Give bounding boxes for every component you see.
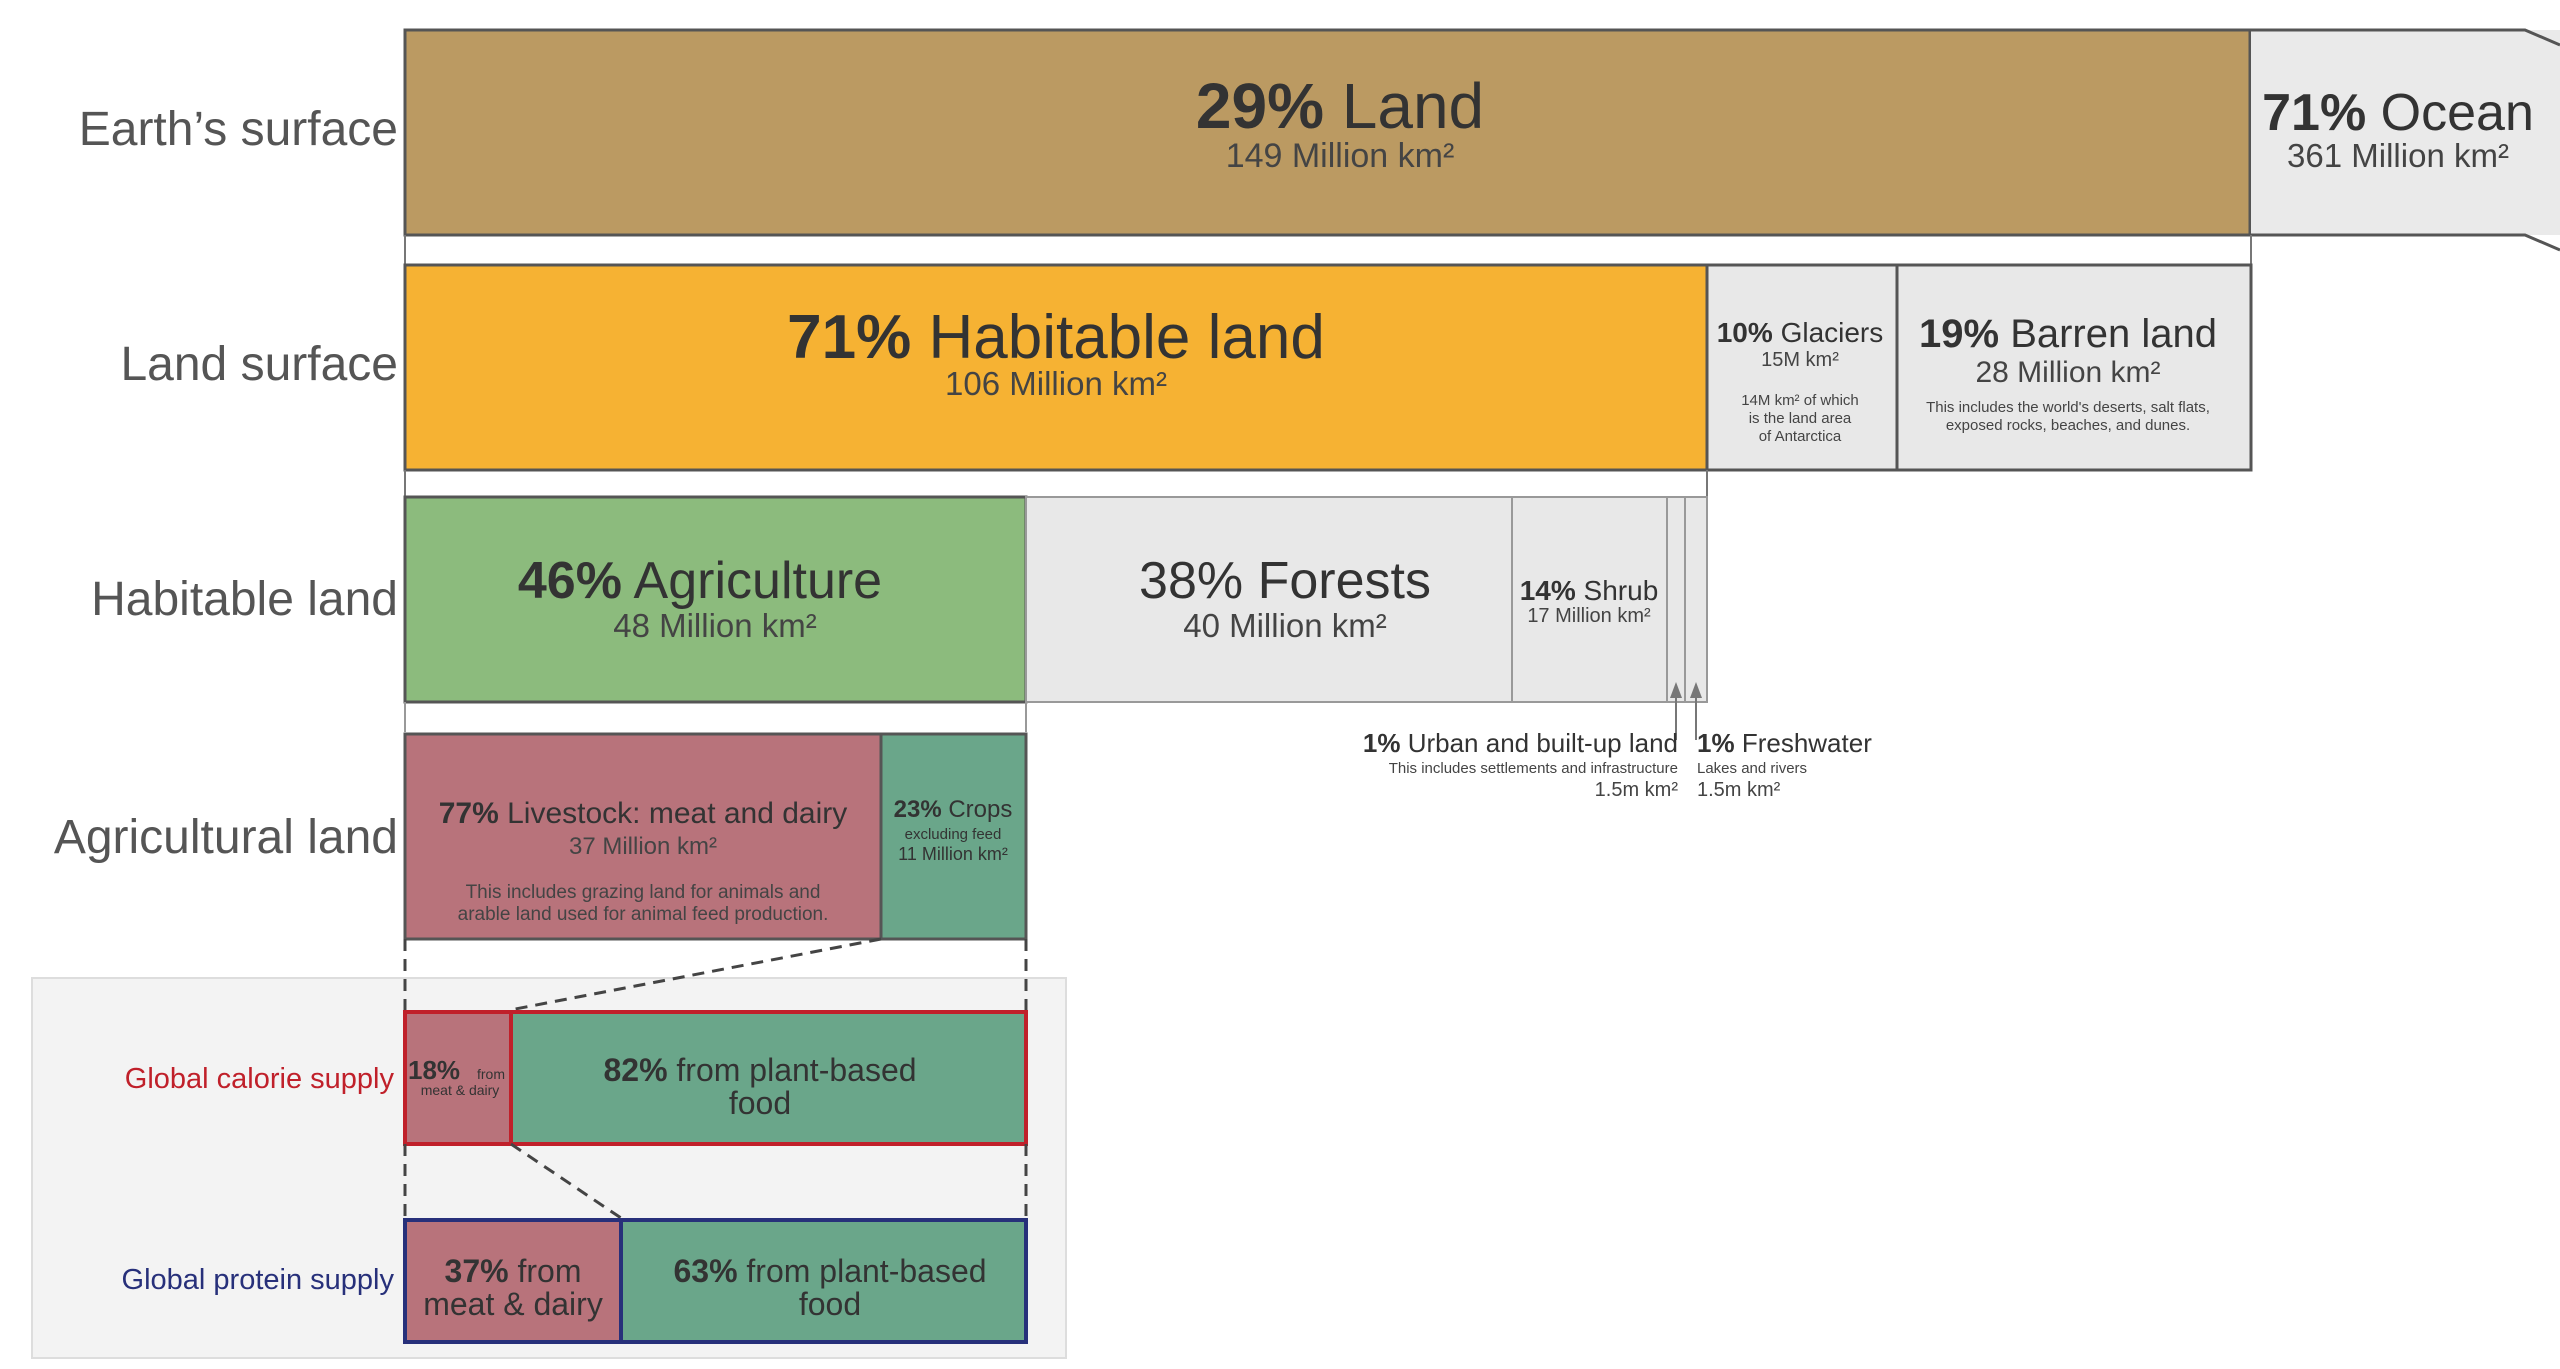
barren-note-1: This includes the world's deserts, salt … — [1926, 399, 2210, 416]
calorie-label: Global calorie supply — [125, 1063, 395, 1095]
bar-barren — [1895, 263, 2253, 472]
connector-land — [404, 235, 2252, 265]
bar-freshwater — [1684, 496, 1708, 703]
freshwater-area: 1.5m km² — [1697, 779, 1781, 801]
livestock-note-2: arable land used for animal feed product… — [458, 904, 829, 925]
bar-habitable — [403, 263, 1709, 472]
bar-glaciers — [1705, 263, 1899, 472]
habitable-area: 106 Million km² — [945, 365, 1167, 402]
ocean-border — [2251, 28, 2560, 252]
protein-meat-line1: 37% from — [445, 1253, 582, 1289]
urban-arrow-head — [1670, 682, 1682, 698]
shrub-area: 17 Million km² — [1527, 605, 1651, 627]
glaciers-note-3: of Antarctica — [1759, 428, 1842, 445]
protein-label: Global protein supply — [122, 1264, 395, 1296]
row-label-agricultural: Agricultural land — [54, 811, 398, 864]
freshwater-label: 1% Freshwater — [1697, 728, 1872, 758]
agriculture-area: 48 Million km² — [613, 607, 817, 644]
habitable-label: 71% Habitable land — [787, 303, 1325, 372]
row-label-land: Land surface — [120, 338, 398, 391]
bar-ocean — [2251, 30, 2560, 235]
connector-protein — [403, 1142, 1028, 1220]
glaciers-note-1: 14M km² of which — [1741, 392, 1859, 409]
connector-habitable — [404, 470, 1708, 497]
livestock-area: 37 Million km² — [569, 833, 717, 860]
protein-plant-line1: 63% from plant-based — [673, 1253, 986, 1289]
urban-area: 1.5m km² — [1595, 779, 1679, 801]
livestock-note-1: This includes grazing land for animals a… — [466, 882, 821, 903]
calorie-meat-text-1: from — [477, 1066, 505, 1082]
bar-protein-plant — [619, 1218, 1028, 1344]
freshwater-arrow-head — [1690, 682, 1702, 698]
connector-calorie — [403, 937, 1028, 1012]
row-label-habitable: Habitable land — [91, 573, 398, 626]
bar-shrub — [1511, 496, 1668, 703]
row-earth-surface: Earth’s surface 29% Land 149 Million km²… — [79, 28, 2560, 252]
ocean-area: 361 Million km² — [2287, 137, 2509, 174]
barren-area: 28 Million km² — [1975, 356, 2160, 389]
protein-plant-line2: food — [799, 1286, 861, 1322]
shrub-label: 14% Shrub — [1520, 575, 1659, 606]
bar-calorie-plant — [509, 1010, 1028, 1146]
calorie-plant-line1: 82% from plant-based — [603, 1052, 916, 1088]
row-calorie-supply: Global calorie supply 18% from meat & da… — [125, 1010, 1028, 1146]
bar-crops — [879, 732, 1028, 941]
calorie-plant-line2: food — [729, 1085, 791, 1121]
bar-agriculture — [403, 495, 1028, 704]
forests-area: 40 Million km² — [1183, 607, 1387, 644]
ocean-label: 71% Ocean — [2262, 84, 2534, 142]
urban-label: 1% Urban and built-up land — [1363, 728, 1678, 758]
forests-label: 38% Forests — [1139, 552, 1431, 610]
urban-note: This includes settlements and infrastruc… — [1389, 760, 1678, 777]
crops-area: 11 Million km² — [898, 844, 1008, 864]
glaciers-note-2: is the land area — [1749, 410, 1852, 427]
row-land-surface: Land surface 71% Habitable land 106 Mill… — [120, 263, 2253, 472]
bar-urban — [1666, 496, 1686, 703]
crops-label: 23% Crops — [894, 796, 1013, 823]
row-label-earth: Earth’s surface — [79, 103, 398, 156]
protein-meat-line2: meat & dairy — [423, 1286, 603, 1322]
land-label: 29% Land — [1196, 70, 1484, 142]
calorie-meat-pct: 18% — [408, 1055, 460, 1085]
glaciers-area: 15M km² — [1761, 349, 1839, 371]
calorie-meat-text-2: meat & dairy — [421, 1082, 500, 1098]
freshwater-note: Lakes and rivers — [1697, 760, 1807, 777]
row-agricultural-land: Agricultural land 77% Livestock: meat an… — [54, 732, 1028, 941]
land-area: 149 Million km² — [1226, 137, 1455, 175]
livestock-label: 77% Livestock: meat and dairy — [439, 797, 848, 830]
barren-note-2: exposed rocks, beaches, and dunes. — [1946, 417, 2190, 434]
connector-agriculture — [404, 702, 1027, 732]
agriculture-label: 46% Agriculture — [518, 552, 882, 610]
row-protein-supply: Global protein supply 37% from meat & da… — [122, 1218, 1028, 1344]
bar-land — [403, 28, 2252, 237]
bar-forests — [1025, 496, 1513, 703]
glaciers-label: 10% Glaciers — [1717, 317, 1884, 348]
barren-label: 19% Barren land — [1919, 312, 2217, 356]
crops-sub-small: excluding feed — [905, 826, 1002, 843]
row-habitable-land: Habitable land 46% Agriculture 48 Millio… — [91, 495, 1872, 801]
